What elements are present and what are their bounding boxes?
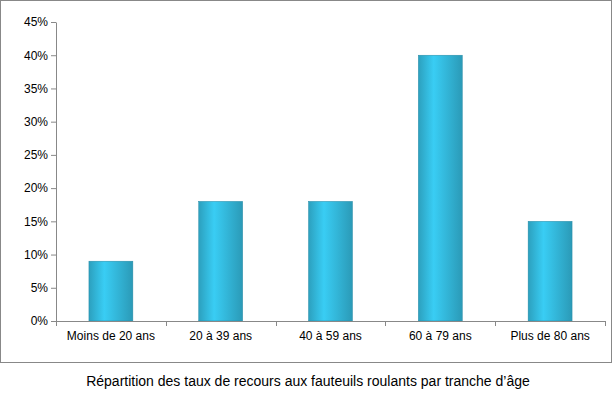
x-tick: 60 à 79 ans xyxy=(409,329,472,343)
bars xyxy=(89,55,572,321)
category-separator xyxy=(495,321,496,326)
category-separator xyxy=(276,321,277,326)
y-tick: 30% xyxy=(24,115,56,129)
tick-mark xyxy=(51,155,56,156)
tick-mark xyxy=(51,288,56,289)
tick-mark xyxy=(51,188,56,189)
category-separator xyxy=(385,321,386,326)
bar xyxy=(199,201,243,321)
x-axis: Moins de 20 ans 20 à 39 ans 40 à 59 ans 60 … xyxy=(56,322,605,343)
tick-label: 0% xyxy=(31,314,49,328)
tick-label: 40% xyxy=(24,49,48,63)
y-tick: 25% xyxy=(24,148,56,162)
tick-label: 20 à 39 ans xyxy=(189,329,252,343)
axis-line xyxy=(56,23,57,322)
category-separator xyxy=(166,321,167,326)
tick-label: 45% xyxy=(24,15,48,29)
bar xyxy=(528,221,572,321)
chart: 0% 5% 10% 15% 20% 25% 30% 35% 40% 45% Moins de 20 … xyxy=(0,0,616,394)
tick-label: 40 à 59 ans xyxy=(299,329,362,343)
tick-label: 20% xyxy=(24,181,48,195)
tick-mark xyxy=(51,221,56,222)
tick-mark xyxy=(51,122,56,123)
chart-title: Répartition des taux de recours aux faut… xyxy=(86,373,530,389)
tick-mark xyxy=(51,88,56,89)
tick-label: 5% xyxy=(31,281,49,295)
y-tick: 40% xyxy=(24,49,56,63)
axis-line xyxy=(56,321,605,322)
y-tick: 0% xyxy=(31,314,56,328)
tick-mark xyxy=(51,22,56,23)
y-tick: 45% xyxy=(24,15,56,29)
category-separator xyxy=(56,321,57,326)
category-separators xyxy=(57,321,606,326)
tick-label: 15% xyxy=(24,215,48,229)
tick-label: 10% xyxy=(24,248,48,262)
tick-mark xyxy=(51,55,56,56)
category-separator xyxy=(605,321,606,326)
y-tick: 10% xyxy=(24,248,56,262)
tick-label: 35% xyxy=(24,82,48,96)
y-tick: 35% xyxy=(24,82,56,96)
bar xyxy=(418,55,462,321)
x-tick: Moins de 20 ans xyxy=(67,329,155,343)
tick-mark xyxy=(51,255,56,256)
tick-label: 30% xyxy=(24,115,48,129)
tick-mark xyxy=(51,321,56,322)
x-tick: 40 à 59 ans xyxy=(299,329,362,343)
y-axis: 0% 5% 10% 15% 20% 25% 30% 35% 40% 45% xyxy=(24,15,57,328)
chart-frame xyxy=(1,1,612,363)
y-tick: 15% xyxy=(24,215,56,229)
tick-label: 25% xyxy=(24,148,48,162)
tick-label: Moins de 20 ans xyxy=(67,329,155,343)
bar xyxy=(309,201,353,321)
y-tick: 20% xyxy=(24,181,56,195)
x-tick: 20 à 39 ans xyxy=(189,329,252,343)
tick-label: Plus de 80 ans xyxy=(510,329,589,343)
tick-label: 60 à 79 ans xyxy=(409,329,472,343)
y-tick: 5% xyxy=(31,281,56,295)
bar xyxy=(89,261,133,321)
x-tick: Plus de 80 ans xyxy=(510,329,589,343)
